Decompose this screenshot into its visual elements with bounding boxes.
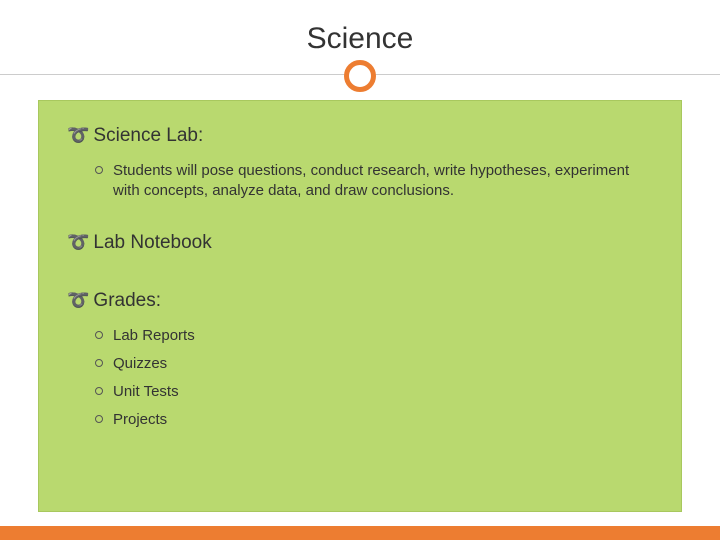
list-item: Quizzes [95,354,653,374]
content-box: ➰ Science Lab: Students will pose questi… [38,100,682,512]
section-heading: ➰ Grades: [67,290,653,312]
swirl-icon: ➰ [67,232,89,254]
circle-bullet-icon [95,415,103,423]
list-item-text: Students will pose questions, conduct re… [113,161,653,202]
section-heading-text: Grades: [93,290,161,312]
section-heading: ➰ Lab Notebook [67,232,653,254]
list-item-text: Unit Tests [113,382,179,402]
list-item: Unit Tests [95,382,653,402]
circle-bullet-icon [95,387,103,395]
section-heading-text: Science Lab: [93,125,203,147]
swirl-icon: ➰ [67,290,89,312]
section-heading: ➰ Science Lab: [67,125,653,147]
list-item: Projects [95,410,653,430]
list-item-text: Quizzes [113,354,167,374]
circle-decoration-icon [344,60,376,92]
list-item: Lab Reports [95,326,653,346]
list-item-text: Projects [113,410,167,430]
list-item: Students will pose questions, conduct re… [95,161,653,202]
list-item-text: Lab Reports [113,326,195,346]
section-gap [67,268,653,290]
slide-title: Science [0,0,720,68]
swirl-icon: ➰ [67,125,89,147]
circle-bullet-icon [95,331,103,339]
section-heading-text: Lab Notebook [93,232,211,254]
bottom-accent-bar [0,526,720,540]
circle-bullet-icon [95,166,103,174]
slide-container: Science ➰ Science Lab: Students will pos… [0,0,720,540]
section-gap [67,210,653,232]
circle-bullet-icon [95,359,103,367]
